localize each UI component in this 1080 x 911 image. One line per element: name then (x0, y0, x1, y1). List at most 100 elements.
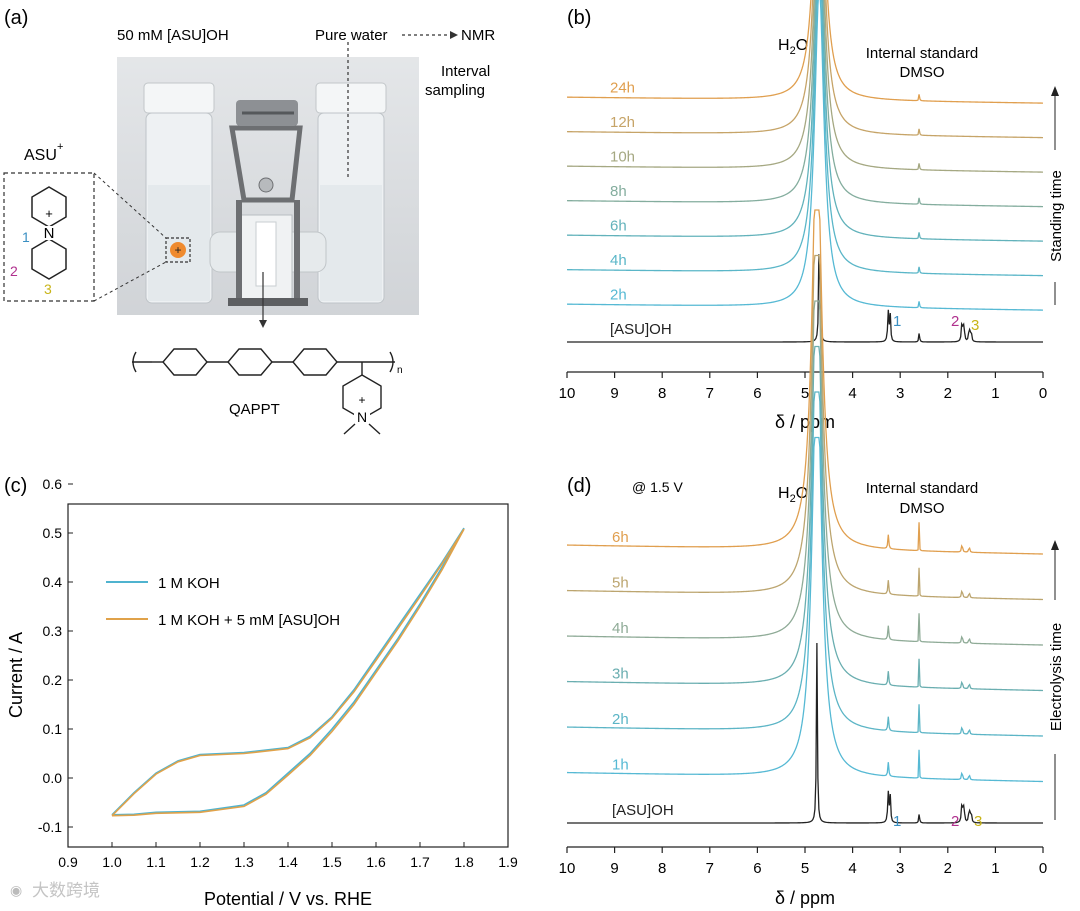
spectrum-3h (566, 345, 1044, 692)
x-tick-label: 9 (610, 385, 618, 402)
carbon-label-1: 1 (22, 229, 30, 245)
c-x-tick-label: 1.7 (410, 854, 430, 870)
c-x-tick-label: 1.4 (278, 854, 298, 870)
c-x-tick-label: 1.1 (146, 854, 166, 870)
c-y-tick-label: 0.1 (43, 721, 63, 737)
spectrum-asuoh (567, 642, 1043, 824)
x-tick-label: 2 (944, 385, 952, 402)
c-lines (111, 527, 465, 817)
series-label-5h: 5h (612, 575, 629, 592)
d-x-axis-label: δ / ppm (775, 888, 835, 908)
spectrum-2h (566, 391, 1044, 737)
asu-label: ASU (24, 147, 57, 164)
panel-d: (d) @ 1.5 V H2O Internal standard DMSO [… (559, 209, 1065, 908)
b-peak-label-2: 2 (951, 313, 959, 330)
polymer-nitrogen: N (357, 409, 367, 425)
dmso-label-d: DMSO (900, 500, 945, 517)
polymer-name: QAPPT (229, 401, 280, 418)
x-tick-label: 9 (610, 860, 618, 877)
panel-b-label: (b) (567, 7, 591, 29)
b-series-labels: [ASU]OH 2h 4h 6h 8h 10h 12h 24h (610, 80, 672, 339)
c-x-tick-label: 1.3 (234, 854, 254, 870)
phenyl-ring-3 (292, 348, 338, 376)
c-x-tick-label: 1.0 (102, 854, 122, 870)
carbon-label-2: 2 (10, 263, 18, 279)
series-label-4h: 4h (612, 620, 629, 637)
spectrum-8h (566, 0, 1044, 208)
standard-label-d: Internal standard (866, 480, 979, 497)
c-plot-frame (67, 503, 509, 848)
x-tick-label: 1 (991, 385, 999, 402)
asu-structure-box (3, 172, 95, 302)
watermark-text: 大数跨境 (32, 881, 100, 900)
series-label-8h: 8h (610, 183, 627, 200)
electrolysis-time-arrow-head (1051, 540, 1059, 550)
sampling-label: sampling (425, 82, 485, 99)
spectrum-12h (566, 0, 1044, 139)
c-y-axis-label: Current / A (6, 632, 26, 718)
x-tick-label: 6 (753, 385, 761, 402)
dmso-label-b: DMSO (900, 64, 945, 81)
legend-label-asu: 1 M KOH + 5 mM [ASU]OH (158, 612, 340, 629)
x-tick-label: 1 (991, 860, 999, 877)
c-y-tick-label: 0.3 (43, 623, 63, 639)
panel-a: (a) 50 mM [ASU]OH Pure water NMR Interva… (3, 7, 495, 435)
left-beaker-cap (143, 82, 215, 114)
legend-label-koh: 1 M KOH (158, 575, 220, 592)
d-peak-label-2: 2 (951, 813, 959, 830)
c-x-tick-label: 1.2 (190, 854, 210, 870)
clamp-frame (229, 125, 303, 203)
series-label-12h: 12h (610, 114, 635, 131)
polymer-nitrogen-charge: + (358, 393, 365, 407)
x-tick-label: 10 (559, 860, 576, 877)
c-x-tick-label: 1.6 (366, 854, 386, 870)
pure-water-label: Pure water (315, 27, 388, 44)
apparatus-photo: + (117, 42, 419, 328)
standing-time-label: Standing time (1048, 170, 1065, 262)
series-label-3h: 3h (612, 666, 629, 683)
right-beaker-liquid (320, 185, 382, 301)
interval-label: Interval (441, 63, 490, 80)
b-peak-label-3: 3 (971, 317, 979, 334)
watermark: ◉ 大数跨境 (10, 881, 100, 900)
b-peak-label-1: 1 (893, 313, 901, 330)
asu-structure: ASU + N + 1 2 3 (3, 141, 167, 302)
b-traces (566, 0, 1044, 343)
phenyl-ring-2 (227, 348, 273, 376)
series-label-2h: 2h (612, 711, 629, 728)
nitrogen-atom: N (44, 225, 55, 242)
series-label-6h: 6h (610, 218, 627, 235)
polymer-subscript: n (397, 365, 403, 376)
series-label-4h: 4h (610, 252, 627, 269)
asu-superscript: + (57, 141, 63, 153)
right-beaker-cap (315, 82, 387, 114)
x-tick-label: 5 (801, 860, 809, 877)
c-x-tick-label: 0.9 (58, 854, 78, 870)
c-y-tick-label: 0.6 (43, 476, 63, 492)
nitrogen-charge: + (45, 206, 53, 221)
standard-label-b: Internal standard (866, 45, 979, 62)
series-label-asuoh: [ASU]OH (612, 802, 674, 819)
b-x-ticks: 10 9 8 7 6 5 4 3 2 1 0 (559, 372, 1047, 402)
spectrum-2h (566, 0, 1044, 311)
d-x-ticks: 10 9 8 7 6 5 4 3 2 1 0 (559, 847, 1047, 877)
spectrum-asuoh (567, 254, 1043, 343)
clamp-base (228, 298, 308, 306)
c-ticks: 0.9 1.0 1.1 1.2 1.3 1.4 1.5 1.6 1.7 1.8 1.9 -0.1 0.0… (38, 476, 518, 870)
panel-a-label: (a) (4, 7, 28, 29)
spectrum-1h (566, 436, 1044, 783)
condition-label: @ 1.5 V (632, 479, 683, 495)
x-tick-label: 4 (848, 860, 856, 877)
c-x-tick-label: 1.5 (322, 854, 342, 870)
x-tick-label: 5 (801, 385, 809, 402)
membrane-arrow-head (259, 320, 267, 328)
series-label-asuoh: [ASU]OH (610, 321, 672, 338)
series-label-10h: 10h (610, 149, 635, 166)
c-y-tick-label: 0.4 (43, 574, 63, 590)
carbon-label-3: 3 (44, 281, 52, 297)
d-series-labels: [ASU]OH 1h 2h 3h 4h 5h 6h (612, 529, 674, 819)
electrolysis-time-label: Electrolysis time (1048, 623, 1065, 731)
series-label-24h: 24h (610, 80, 635, 97)
beaker-label: 50 mM [ASU]OH (117, 27, 229, 44)
c-x-axis-label: Potential / V vs. RHE (204, 889, 372, 909)
